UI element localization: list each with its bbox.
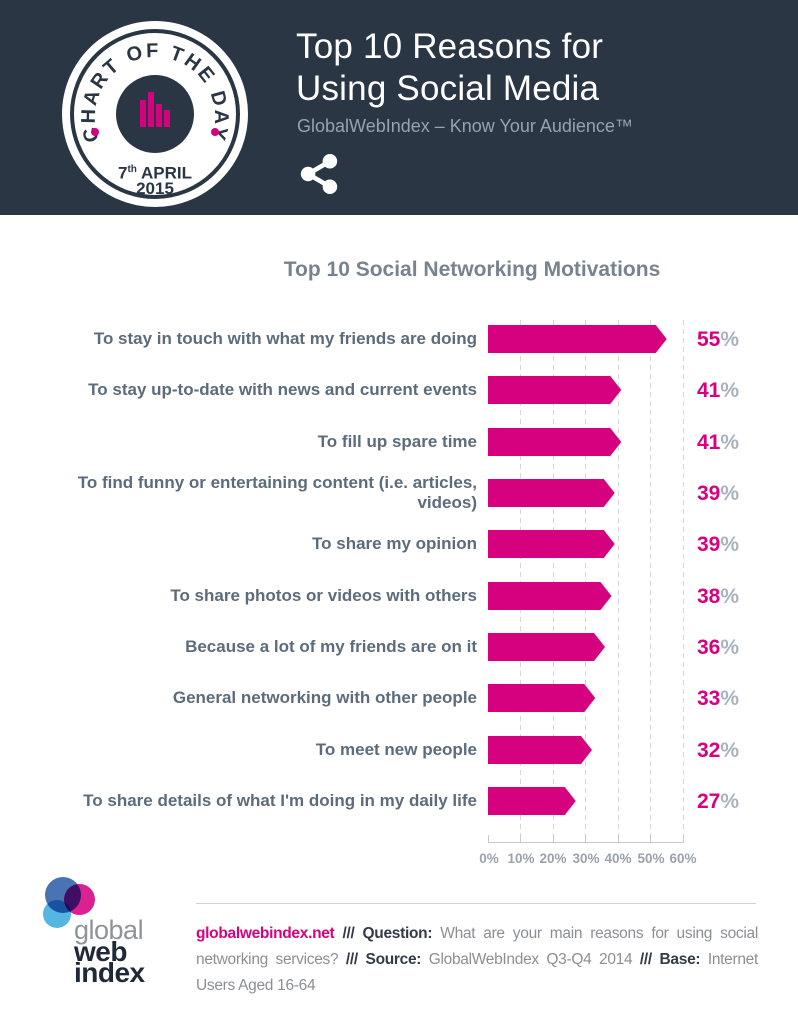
value-label: 33%: [697, 687, 740, 710]
axis-tick: [520, 835, 521, 842]
value-label: 41%: [697, 431, 740, 454]
chart-row: General networking with other people 33%: [0, 684, 798, 712]
logo-text-global: global: [74, 915, 144, 945]
axis-tick-label: 30%: [572, 851, 600, 866]
value-label: 27%: [697, 790, 740, 813]
axis-tick: [585, 835, 586, 842]
chart-title: Top 10 Social Networking Motivations: [283, 258, 661, 281]
axis-tick-label: 50%: [637, 851, 665, 866]
bar-chart-icon: [116, 92, 194, 127]
value-label: 38%: [697, 585, 740, 608]
bar: [488, 633, 605, 661]
category-label: To share details of what I'm doing in my…: [83, 791, 477, 810]
chart-row: Because a lot of my friends are on it 36…: [0, 633, 798, 661]
badge-year: 2015: [136, 179, 174, 198]
page-subtitle: GlobalWebIndex – Know Your Audience™: [297, 116, 633, 136]
footer-separator: ///: [345, 951, 358, 968]
category-label: To stay in touch with what my friends ar…: [93, 329, 477, 348]
bar-icon-segment: [140, 100, 146, 127]
category-label: To stay up-to-date with news and current…: [88, 380, 477, 399]
chart-of-the-day-badge: CHART OF THE DAY 7th APRIL 2015: [62, 21, 248, 207]
category-label: To fill up spare time: [317, 432, 477, 451]
logo-text-index: index: [74, 957, 145, 988]
chart-row: To find funny or entertaining content (i…: [0, 473, 798, 512]
bar: [488, 684, 595, 712]
chart-row: To share photos or videos with others 38…: [0, 582, 798, 610]
footer-divider: [196, 903, 756, 904]
header-banner: CHART OF THE DAY 7th APRIL 2015 Top 10 R…: [0, 0, 798, 215]
bar: [488, 582, 612, 610]
bar: [488, 787, 576, 815]
category-label: Because a lot of my friends are on it: [185, 637, 477, 656]
category-label: To find funny or entertaining content (i…: [77, 473, 477, 512]
axis-tick: [553, 835, 554, 842]
footer-question-label: Question:: [362, 925, 433, 942]
page-title-line2: Using Social Media: [296, 69, 600, 108]
category-label: General networking with other people: [172, 688, 477, 707]
value-label: 41%: [697, 379, 740, 402]
footer-question-text: What are your main reasons for using soc…: [196, 925, 758, 968]
gridline-60: [683, 320, 684, 836]
badge-dot-left: [91, 128, 99, 136]
badge-ring: [70, 29, 240, 199]
bar-icon-segment: [164, 110, 170, 127]
share-icon[interactable]: [299, 153, 339, 195]
footer-source-text: GlobalWebIndex Q3-Q4 2014: [428, 951, 633, 968]
gridline-10: [520, 320, 521, 836]
axis-tick: [650, 835, 651, 842]
bar-icon-segment: [156, 104, 162, 127]
axis-tick: [488, 835, 489, 842]
footer-source-label: Source:: [365, 951, 422, 968]
axis-tick-label: 60%: [669, 851, 697, 866]
gridline-30: [585, 320, 586, 836]
bar-icon-segment: [148, 92, 154, 127]
chart-row: To stay up-to-date with news and current…: [0, 376, 798, 404]
bar: [488, 736, 592, 764]
chart-row: To share my opinion 39%: [0, 530, 798, 558]
badge-date: 7th APRIL: [117, 163, 192, 183]
value-label: 32%: [697, 739, 740, 762]
x-axis-line: [488, 842, 684, 843]
axis-tick: [683, 835, 684, 842]
logo-text-web: web: [74, 936, 127, 967]
footer-base-label: Base:: [659, 951, 701, 968]
footer-separator: ///: [639, 951, 652, 968]
value-label: 39%: [697, 533, 740, 556]
axis-tick-label: 40%: [604, 851, 632, 866]
badge-center-circle: [116, 75, 194, 153]
footer-website-link[interactable]: globalwebindex.net: [196, 925, 335, 942]
axis-tick-label: 20%: [539, 851, 567, 866]
axis-tick-label: 0%: [479, 851, 499, 866]
category-label: To share photos or videos with others: [170, 586, 477, 605]
value-label: 39%: [697, 482, 740, 505]
bar: [488, 479, 615, 507]
logo-circle-lightblue: [43, 900, 71, 928]
chart-row: To meet new people 32%: [0, 736, 798, 764]
bar: [488, 376, 621, 404]
bar: [488, 530, 615, 558]
page-title-line1: Top 10 Reasons for: [296, 27, 604, 66]
category-label: To meet new people: [315, 740, 477, 759]
chart-row: To share details of what I'm doing in my…: [0, 787, 798, 815]
bar: [488, 325, 667, 353]
value-label: 55%: [697, 328, 740, 351]
footer-base-text: Internet Users Aged 16-64: [196, 951, 759, 994]
chart-row: To stay in touch with what my friends ar…: [0, 325, 798, 353]
category-label: To share my opinion: [312, 534, 477, 553]
bar: [488, 428, 621, 456]
axis-tick: [618, 835, 619, 842]
value-label: 36%: [697, 636, 740, 659]
footer-separator: ///: [342, 925, 355, 942]
gridline-50: [650, 320, 651, 836]
gridline-20: [553, 320, 554, 836]
badge-dot-right: [211, 128, 219, 136]
gridline-40: [618, 320, 619, 836]
axis-tick-label: 10%: [507, 851, 535, 866]
footer-caption: globalwebindex.net /// Question: What ar…: [196, 921, 758, 999]
page-title: Top 10 Reasons for Using Social Media: [296, 26, 603, 110]
chart-row: To fill up spare time 41%: [0, 428, 798, 456]
